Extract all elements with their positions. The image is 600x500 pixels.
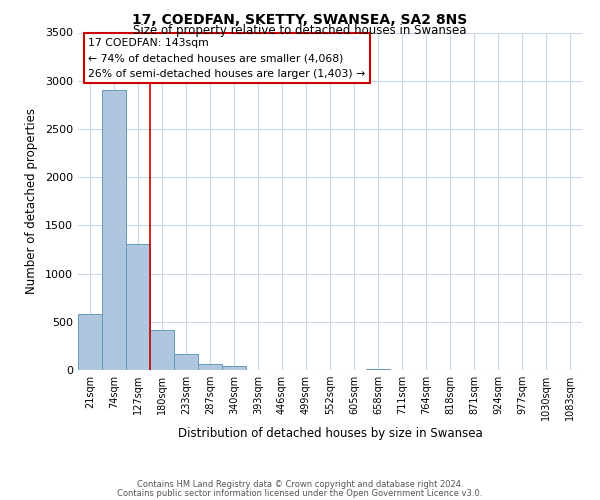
Bar xyxy=(78,314,102,370)
Bar xyxy=(366,368,390,370)
Bar xyxy=(198,364,222,370)
Bar xyxy=(102,90,126,370)
Text: Contains HM Land Registry data © Crown copyright and database right 2024.: Contains HM Land Registry data © Crown c… xyxy=(137,480,463,489)
Bar xyxy=(174,354,198,370)
Text: 17 COEDFAN: 143sqm
← 74% of detached houses are smaller (4,068)
26% of semi-deta: 17 COEDFAN: 143sqm ← 74% of detached hou… xyxy=(88,38,365,79)
Text: Contains public sector information licensed under the Open Government Licence v3: Contains public sector information licen… xyxy=(118,488,482,498)
Bar xyxy=(150,330,174,370)
Y-axis label: Number of detached properties: Number of detached properties xyxy=(25,108,38,294)
Bar xyxy=(222,366,246,370)
Text: 17, COEDFAN, SKETTY, SWANSEA, SA2 8NS: 17, COEDFAN, SKETTY, SWANSEA, SA2 8NS xyxy=(133,12,467,26)
Text: Size of property relative to detached houses in Swansea: Size of property relative to detached ho… xyxy=(133,24,467,37)
Bar xyxy=(126,244,150,370)
X-axis label: Distribution of detached houses by size in Swansea: Distribution of detached houses by size … xyxy=(178,427,482,440)
